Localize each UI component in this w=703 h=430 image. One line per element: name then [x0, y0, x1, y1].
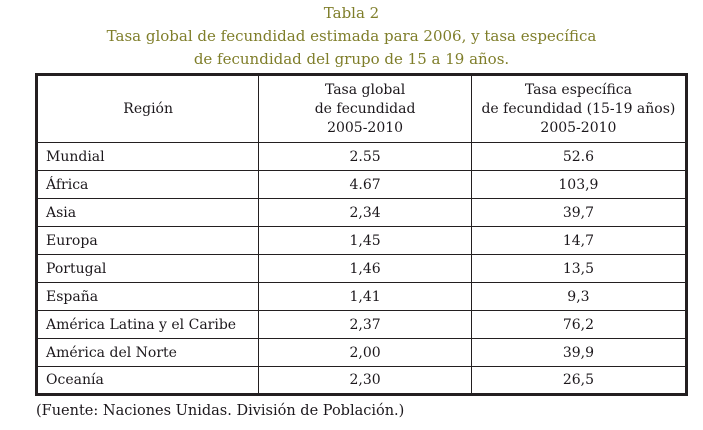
- specific-rate-cell: 9,3: [470, 282, 688, 311]
- region-cell: África: [35, 170, 260, 199]
- region-cell: Mundial: [35, 142, 260, 171]
- table-row: Portugal 1,46 13,5: [35, 254, 688, 283]
- region-cell: América del Norte: [35, 338, 260, 367]
- specific-rate-cell: 103,9: [470, 170, 688, 199]
- table-row: España 1,41 9,3: [35, 282, 688, 311]
- table-caption: Tabla 2 Tasa global de fecundidad estima…: [0, 2, 703, 71]
- global-rate-cell: 4.67: [258, 170, 472, 199]
- table-row: Europa 1,45 14,7: [35, 226, 688, 255]
- fertility-table: Región Tasa global de fecundidad 2005-20…: [35, 73, 688, 396]
- global-rate-cell: 2,00: [258, 338, 472, 367]
- header-region: Región: [35, 74, 260, 143]
- region-cell: España: [35, 282, 260, 311]
- region-cell: América Latina y el Caribe: [35, 310, 260, 339]
- table-row: América del Norte 2,00 39,9: [35, 338, 688, 367]
- table-row: Oceanía 2,30 26,5: [35, 366, 688, 395]
- region-cell: Oceanía: [35, 366, 260, 395]
- specific-rate-cell: 14,7: [470, 226, 688, 255]
- specific-rate-cell: 52.6: [470, 142, 688, 171]
- table-title-line-2: de fecundidad del grupo de 15 a 19 años.: [193, 50, 510, 68]
- specific-rate-cell: 39,9: [470, 338, 688, 367]
- header-global-rate-line: de fecundidad: [314, 100, 416, 117]
- global-rate-cell: 1,45: [258, 226, 472, 255]
- header-specific-rate-line: Tasa específica: [524, 81, 632, 98]
- specific-rate-cell: 39,7: [470, 198, 688, 227]
- region-cell: Europa: [35, 226, 260, 255]
- header-specific-rate-line: 2005-2010: [540, 119, 617, 136]
- region-cell: Portugal: [35, 254, 260, 283]
- global-rate-cell: 2,30: [258, 366, 472, 395]
- table-row: Asia 2,34 39,7: [35, 198, 688, 227]
- global-rate-cell: 1,41: [258, 282, 472, 311]
- global-rate-cell: 1,46: [258, 254, 472, 283]
- header-global-rate-line: 2005-2010: [327, 119, 404, 136]
- table-title-line-1: Tasa global de fecundidad estimada para …: [106, 27, 597, 45]
- table-header-row: Región Tasa global de fecundidad 2005-20…: [35, 74, 688, 143]
- header-specific-rate: Tasa específica de fecundidad (15-19 año…: [470, 74, 688, 143]
- header-specific-rate-line: de fecundidad (15-19 años): [481, 100, 676, 117]
- specific-rate-cell: 13,5: [470, 254, 688, 283]
- header-global-rate: Tasa global de fecundidad 2005-2010: [258, 74, 472, 143]
- table-row: América Latina y el Caribe 2,37 76,2: [35, 310, 688, 339]
- header-global-rate-line: Tasa global: [324, 81, 406, 98]
- specific-rate-cell: 76,2: [470, 310, 688, 339]
- global-rate-cell: 2,37: [258, 310, 472, 339]
- global-rate-cell: 2,34: [258, 198, 472, 227]
- table-row: Mundial 2.55 52.6: [35, 142, 688, 171]
- global-rate-cell: 2.55: [258, 142, 472, 171]
- table-number: Tabla 2: [323, 4, 380, 22]
- specific-rate-cell: 26,5: [470, 366, 688, 395]
- region-cell: Asia: [35, 198, 260, 227]
- table-row: África 4.67 103,9: [35, 170, 688, 199]
- source-note: (Fuente: Naciones Unidas. División de Po…: [36, 403, 405, 419]
